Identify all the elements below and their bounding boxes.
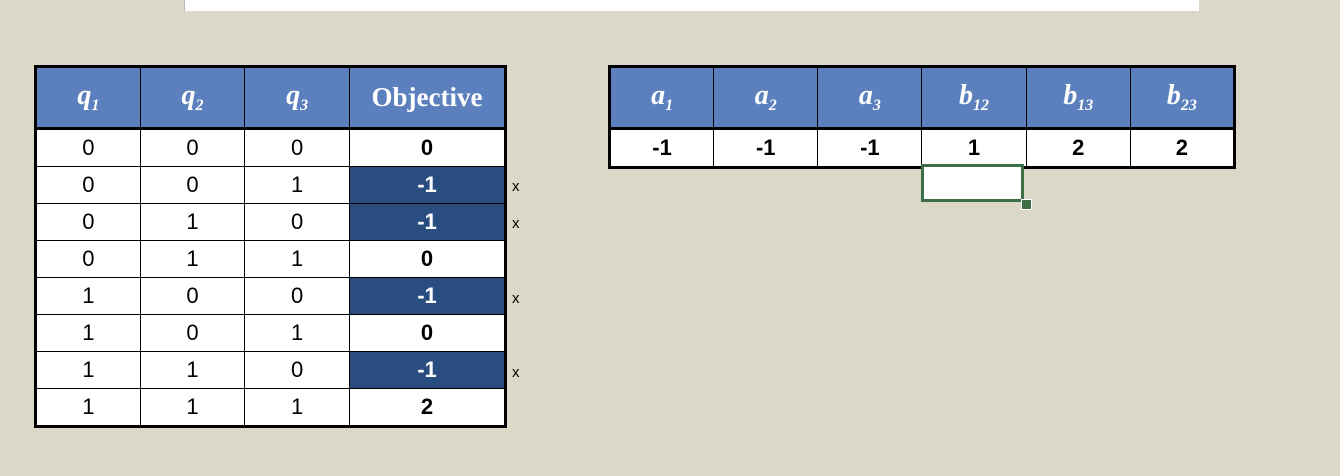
- objective-cell[interactable]: 0: [348, 128, 507, 167]
- cell-q3[interactable]: 1: [244, 388, 350, 427]
- cell-q3[interactable]: 0: [244, 128, 350, 167]
- row-mark: x: [512, 215, 520, 233]
- objective-cell[interactable]: 0: [348, 314, 507, 352]
- header-q3-sub: 3: [300, 97, 309, 114]
- header-var: b: [1166, 80, 1181, 111]
- fill-handle[interactable]: [1021, 199, 1032, 210]
- objective-cell[interactable]: -1: [348, 203, 507, 241]
- cell-q2[interactable]: 1: [139, 240, 246, 278]
- header-a3[interactable]: a3: [817, 66, 923, 130]
- cell-q2[interactable]: 1: [139, 351, 246, 389]
- header-q2-var: q: [181, 80, 196, 111]
- cell-q1[interactable]: 1: [35, 277, 141, 315]
- header-q1[interactable]: q1: [35, 66, 141, 130]
- coefficient-cell-b13[interactable]: 2: [1025, 128, 1131, 168]
- header-var: a: [754, 80, 769, 111]
- cell-q2[interactable]: 1: [139, 388, 246, 427]
- header-b12[interactable]: b12: [921, 66, 1027, 130]
- coefficient-table: a1 a2 a3 b12 b13 b23 -1 -1 -1 1 2 2: [608, 65, 1236, 169]
- cell-q1[interactable]: 0: [35, 240, 141, 278]
- objective-cell[interactable]: 2: [348, 388, 507, 427]
- header-sub: 3: [872, 97, 881, 114]
- coefficient-cell-b23[interactable]: 2: [1129, 128, 1236, 168]
- header-sub: 2: [768, 97, 777, 114]
- cell-q1[interactable]: 0: [35, 166, 141, 204]
- row-mark: x: [512, 178, 520, 195]
- header-sub: 13: [1077, 97, 1094, 114]
- header-q2[interactable]: q2: [139, 66, 246, 130]
- cell-q1[interactable]: 1: [35, 314, 141, 352]
- header-sub: 1: [665, 97, 674, 114]
- cell-q2[interactable]: 1: [139, 203, 246, 241]
- cell-q3[interactable]: 0: [244, 351, 350, 389]
- header-q1-var: q: [77, 80, 92, 111]
- objective-cell[interactable]: -1: [348, 277, 507, 315]
- cell-q2[interactable]: 0: [139, 166, 246, 204]
- header-var: b: [959, 80, 974, 111]
- selected-cell[interactable]: [921, 164, 1024, 202]
- cell-q2[interactable]: 0: [139, 277, 246, 315]
- truth-table-header-row: q1 q2 q3 Objective: [35, 66, 507, 130]
- row-mark: x: [512, 364, 520, 381]
- coefficient-cell-b12[interactable]: 1: [921, 128, 1027, 168]
- header-a1[interactable]: a1: [608, 66, 715, 130]
- cell-q3[interactable]: 1: [244, 240, 350, 278]
- objective-cell[interactable]: -1: [348, 351, 507, 389]
- header-q3-var: q: [286, 80, 301, 111]
- cell-q1[interactable]: 1: [35, 351, 141, 389]
- coefficient-cell-a2[interactable]: -1: [713, 128, 819, 168]
- objective-cell[interactable]: -1: [348, 166, 507, 204]
- header-sub: 12: [973, 97, 990, 114]
- cell-q3[interactable]: 0: [244, 277, 350, 315]
- cell-q3[interactable]: 1: [244, 314, 350, 352]
- cell-q1[interactable]: 0: [35, 203, 141, 241]
- header-var: b: [1063, 80, 1078, 111]
- cell-q1[interactable]: 1: [35, 388, 141, 427]
- table-row: 0 0 1 -1: [35, 166, 507, 204]
- header-objective[interactable]: Objective: [348, 66, 507, 130]
- header-sub: 23: [1180, 97, 1197, 114]
- header-b23[interactable]: b23: [1129, 66, 1236, 130]
- table-row: 0 1 0 -1: [35, 203, 507, 241]
- coefficient-header-row: a1 a2 a3 b12 b13 b23: [608, 66, 1236, 130]
- coefficient-cell-a3[interactable]: -1: [817, 128, 923, 168]
- header-var: a: [651, 80, 666, 111]
- header-q2-sub: 2: [195, 97, 204, 114]
- truth-table: q1 q2 q3 Objective 0 0 0 0 0 0 1 -1 0 1 0 -1 0 1 1 0 1 0 0…: [34, 65, 507, 428]
- table-row: 1 0 0 -1: [35, 277, 507, 315]
- table-row: 1 1 0 -1: [35, 351, 507, 389]
- header-b13[interactable]: b13: [1025, 66, 1131, 130]
- cell-q2[interactable]: 0: [139, 314, 246, 352]
- cell-q3[interactable]: 0: [244, 203, 350, 241]
- header-q1-sub: 1: [91, 97, 100, 114]
- header-q3[interactable]: q3: [244, 66, 350, 130]
- coefficient-cell-a1[interactable]: -1: [608, 128, 715, 168]
- coefficient-value-row: -1 -1 -1 1 2 2: [608, 128, 1236, 168]
- cell-q1[interactable]: 0: [35, 128, 141, 167]
- top-panel: [184, 0, 1199, 11]
- objective-cell[interactable]: 0: [348, 240, 507, 278]
- row-mark: x: [512, 289, 520, 307]
- cell-q3[interactable]: 1: [244, 166, 350, 204]
- cell-q2[interactable]: 0: [139, 128, 246, 167]
- header-var: a: [858, 80, 873, 111]
- header-a2[interactable]: a2: [713, 66, 819, 130]
